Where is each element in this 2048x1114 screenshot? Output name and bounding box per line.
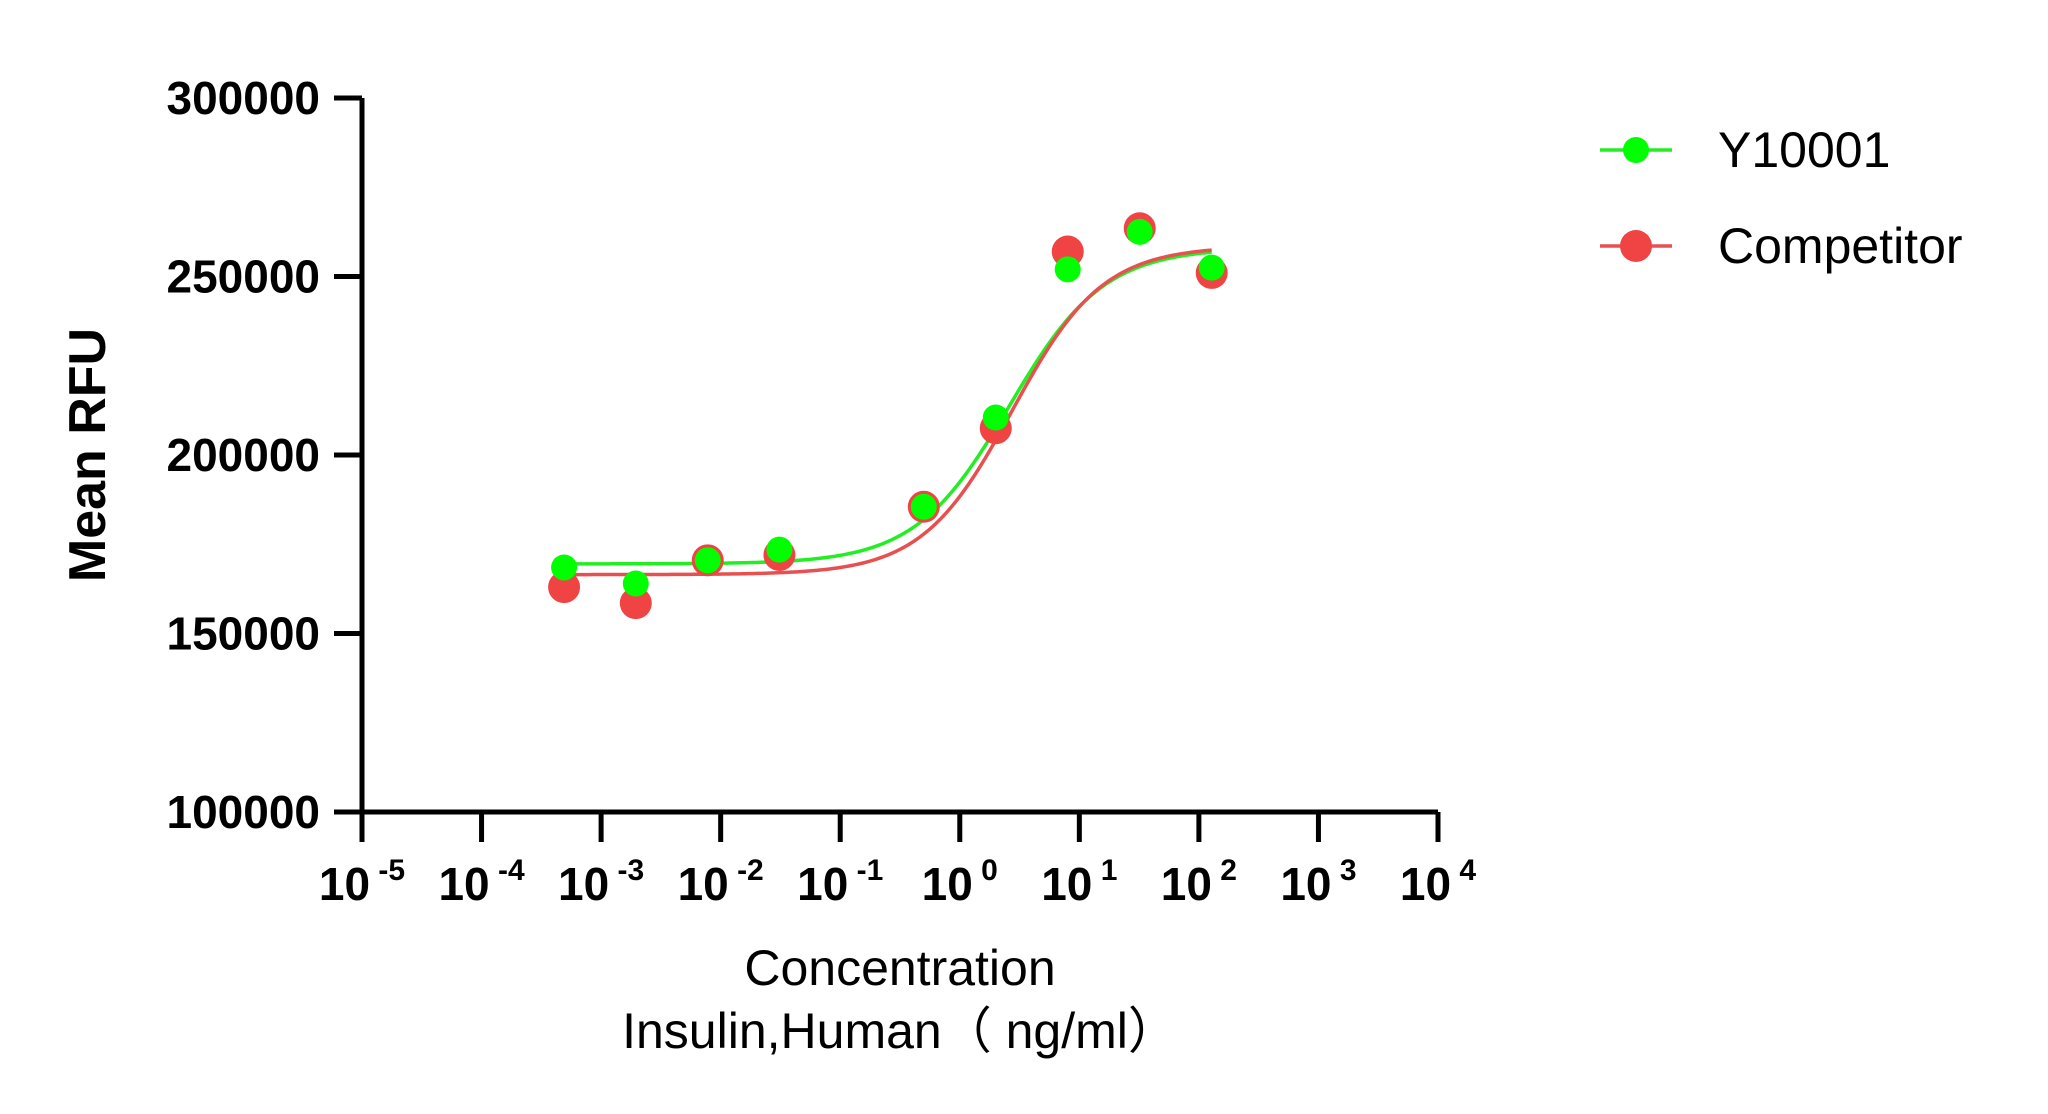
axes: 100000 150000 200000 250000 300000 10 -5 10 -4… xyxy=(167,72,1477,910)
y-axis-title: Mean RFU xyxy=(59,328,117,582)
x-tick-label: 10 0 xyxy=(922,854,998,910)
fit-curve-competitor xyxy=(564,248,1212,577)
data-point-y10001 xyxy=(1126,218,1153,245)
data-point-y10001 xyxy=(982,404,1009,431)
x-tick-label: 10 -2 xyxy=(678,854,764,910)
fit-curves xyxy=(564,248,1212,577)
y-tick-label: 200000 xyxy=(167,429,321,481)
data-point-y10001 xyxy=(1054,256,1081,283)
y-tick-label: 100000 xyxy=(167,786,321,838)
legend-label-competitor: Competitor xyxy=(1718,218,1963,274)
x-tick-label: 10 4 xyxy=(1400,854,1477,910)
data-point-y10001 xyxy=(694,547,721,574)
data-point-y10001 xyxy=(622,570,649,597)
x-axis-title-line2: Insulin,Human（ ng/ml） xyxy=(622,1003,1178,1059)
y-tick-label: 150000 xyxy=(167,608,321,660)
legend-marker-y10001 xyxy=(1623,137,1649,163)
x-tick-label: 10 -3 xyxy=(558,854,644,910)
legend-marker-competitor xyxy=(1620,230,1652,262)
data-point-competitor xyxy=(548,571,581,604)
data-point-y10001 xyxy=(551,554,578,581)
x-tick-label: 10 -4 xyxy=(438,854,524,910)
x-tick-label: 10 -5 xyxy=(319,854,405,910)
legend-label-y10001: Y10001 xyxy=(1718,122,1890,178)
y-tick-label: 300000 xyxy=(167,72,321,124)
data-point-y10001 xyxy=(910,493,937,520)
x-tick-label: 10 1 xyxy=(1041,854,1117,910)
fit-curve-y10001 xyxy=(564,250,1212,566)
x-tick-label: 10 2 xyxy=(1161,854,1237,910)
x-axis-title-line1: Concentration xyxy=(744,940,1055,996)
data-point-y10001 xyxy=(1198,254,1225,281)
data-point-competitor xyxy=(619,587,652,620)
data-point-y10001 xyxy=(766,536,793,563)
legend: Y10001 Competitor xyxy=(1600,122,1963,274)
x-tick-label: 10 3 xyxy=(1280,854,1356,910)
y-tick-label: 250000 xyxy=(167,251,321,303)
data-points xyxy=(548,212,1228,620)
x-tick-label: 10 -1 xyxy=(797,854,883,910)
